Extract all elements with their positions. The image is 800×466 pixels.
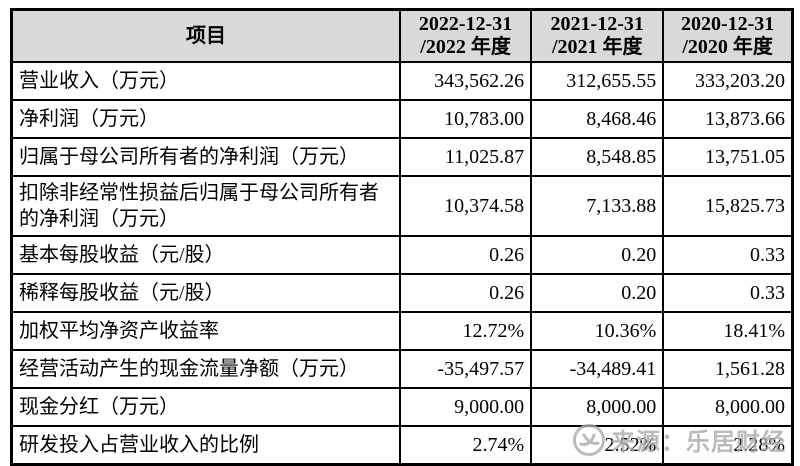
value-2022: 0.26	[398, 273, 533, 313]
value-2021: 2.52%	[530, 425, 665, 465]
value-2022: 10,374.58	[398, 175, 533, 237]
column-header-item-label: 项目	[185, 24, 226, 47]
period-date: 2021-12-31	[550, 13, 644, 35]
row-label: 稀释每股收益（元/股）	[10, 273, 401, 313]
table-row-diluted-eps: 稀释每股收益（元/股） 0.26 0.20 0.33	[10, 273, 794, 313]
period-date: 2022-12-31	[418, 13, 513, 35]
row-label: 净利润（万元）	[10, 99, 401, 139]
financial-summary-table: 项目 2022-12-31 /2022 年度 2021-12-31 /2021 …	[10, 8, 794, 466]
value-2020: 0.33	[662, 273, 794, 313]
table-row-weighted-avg-roe: 加权平均净资产收益率 12.72% 10.36% 18.41%	[10, 311, 794, 351]
value-2021: 8,548.85	[530, 137, 665, 177]
row-label: 归属于母公司所有者的净利润（万元）	[10, 137, 401, 177]
table-header-row: 项目 2022-12-31 /2022 年度 2021-12-31 /2021 …	[10, 8, 794, 63]
value-2022: 10,783.00	[398, 99, 533, 139]
value-2021: 8,468.46	[530, 99, 665, 139]
value-2022: 2.74%	[398, 425, 533, 465]
value-2021: 312,655.55	[530, 61, 665, 101]
table-row-net-profit-excl-nonrecurring: 扣除非经常性损益后归属于母公司所有者的净利润（万元） 10,374.58 7,1…	[10, 175, 794, 237]
table-row-net-profit-attributable-parent: 归属于母公司所有者的净利润（万元） 11,025.87 8,548.85 13,…	[10, 137, 794, 177]
value-2020: 13,751.05	[662, 137, 794, 177]
value-2022: 11,025.87	[398, 137, 533, 177]
value-2022: 0.26	[398, 235, 533, 275]
period-year: /2020 年度	[682, 36, 773, 58]
table-row-cash-dividend: 现金分红（万元） 9,000.00 8,000.00 8,000.00	[10, 387, 794, 427]
row-label: 基本每股收益（元/股）	[10, 235, 401, 275]
row-label: 经营活动产生的现金流量净额（万元）	[10, 349, 401, 389]
table-row-operating-revenue: 营业收入（万元） 343,562.26 312,655.55 333,203.2…	[10, 61, 794, 101]
value-2022: 343,562.26	[398, 61, 533, 101]
value-2020: 8,000.00	[662, 387, 794, 427]
value-2022: -35,497.57	[398, 349, 533, 389]
value-2022: 12.72%	[398, 311, 533, 351]
column-header-item: 项目	[10, 8, 401, 63]
table-row-rd-expense-ratio: 研发投入占营业收入的比例 2.74% 2.52% 2.28%	[10, 425, 794, 465]
value-2020: 1,561.28	[662, 349, 794, 389]
value-2021: 0.20	[530, 273, 665, 313]
value-2020: 0.33	[662, 235, 794, 275]
value-2020: 2.28%	[662, 425, 794, 465]
column-header-period-2021: 2021-12-31 /2021 年度	[530, 8, 665, 63]
table-row-net-profit: 净利润（万元） 10,783.00 8,468.46 13,873.66	[10, 99, 794, 139]
value-2021: -34,489.41	[530, 349, 665, 389]
value-2020: 333,203.20	[662, 61, 794, 101]
column-header-period-2022: 2022-12-31 /2022 年度	[398, 8, 533, 63]
row-label: 现金分红（万元）	[10, 387, 401, 427]
value-2021: 0.20	[530, 235, 665, 275]
value-2020: 18.41%	[662, 311, 794, 351]
column-header-period-2020: 2020-12-31 /2020 年度	[662, 8, 794, 63]
table-row-operating-cash-flow: 经营活动产生的现金流量净额（万元） -35,497.57 -34,489.41 …	[10, 349, 794, 389]
table-row-basic-eps: 基本每股收益（元/股） 0.26 0.20 0.33	[10, 235, 794, 275]
value-2020: 15,825.73	[662, 175, 794, 237]
row-label: 营业收入（万元）	[10, 61, 401, 101]
value-2021: 8,000.00	[530, 387, 665, 427]
value-2020: 13,873.66	[662, 99, 794, 139]
period-date: 2020-12-31	[680, 13, 775, 35]
period-year: /2021 年度	[551, 36, 643, 58]
value-2021: 10.36%	[530, 311, 665, 351]
row-label: 扣除非经常性损益后归属于母公司所有者的净利润（万元）	[10, 175, 401, 237]
row-label: 研发投入占营业收入的比例	[10, 425, 401, 465]
period-year: /2022 年度	[420, 36, 511, 58]
value-2022: 9,000.00	[398, 387, 533, 427]
row-label: 加权平均净资产收益率	[10, 311, 401, 351]
value-2021: 7,133.88	[530, 175, 665, 237]
